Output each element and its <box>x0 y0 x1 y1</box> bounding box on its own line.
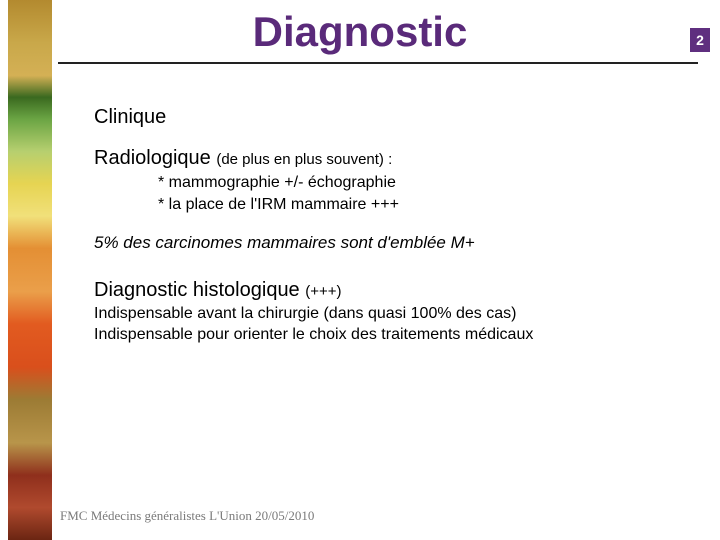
decorative-sidebar-image <box>8 0 52 540</box>
radio-heading: Radiologique <box>94 147 211 169</box>
section-radiologique: Radiologique (de plus en plus souvent) : <box>94 147 684 170</box>
slide: Diagnostic 2 Clinique Radiologique (de p… <box>0 0 720 540</box>
section-histologique: Diagnostic histologique (+++) Indispensa… <box>94 279 684 346</box>
slide-title: Diagnostic <box>0 8 720 56</box>
radio-item-1: * mammographie +/- échographie <box>158 172 684 194</box>
title-underline <box>58 62 698 64</box>
histo-heading: Diagnostic histologique <box>94 279 300 301</box>
histo-sub-2: Indispensable pour orienter le choix des… <box>94 325 684 346</box>
histo-note: (+++) <box>305 283 341 300</box>
clinique-heading: Clinique <box>94 106 166 128</box>
slide-footer: FMC Médecins généralistes L'Union 20/05/… <box>60 508 314 524</box>
section-clinique: Clinique <box>94 106 684 129</box>
radio-sublist: * mammographie +/- échographie * la plac… <box>158 172 684 215</box>
slide-body: Clinique Radiologique (de plus en plus s… <box>94 106 684 346</box>
radio-item-2: * la place de l'IRM mammaire +++ <box>158 194 684 216</box>
histo-sub-1: Indispensable avant la chirurgie (dans q… <box>94 304 684 325</box>
stat-line: 5% des carcinomes mammaires sont d'emblé… <box>94 233 684 253</box>
page-number-badge: 2 <box>690 28 710 52</box>
radio-note: (de plus en plus souvent) : <box>216 151 392 168</box>
